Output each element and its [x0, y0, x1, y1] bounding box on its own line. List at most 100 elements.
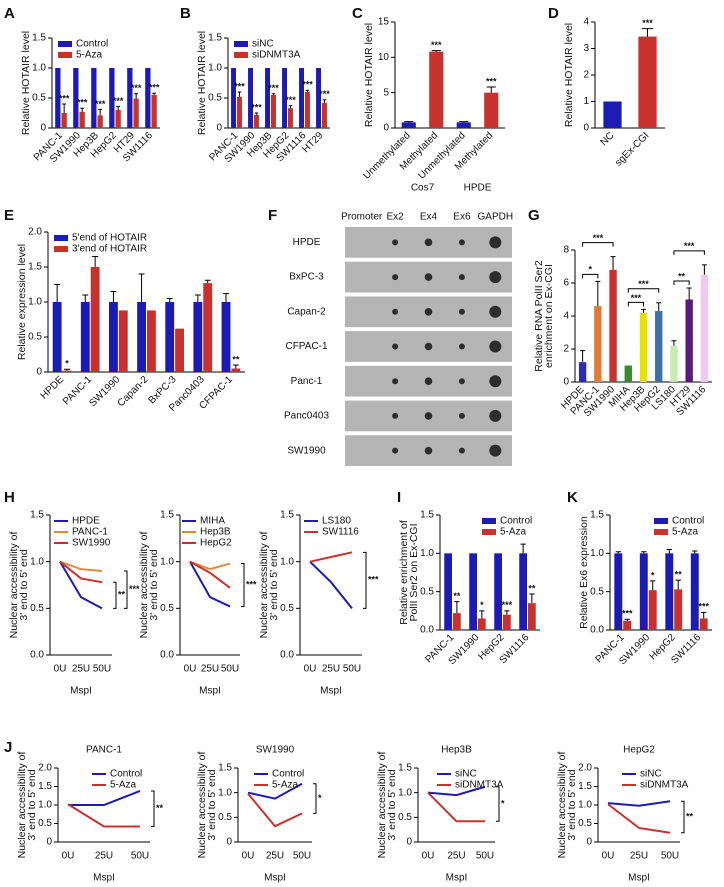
error-bar [82, 294, 89, 302]
y-tick-label: 0.5 [280, 603, 294, 614]
y-tick-label: 0.5 [218, 812, 232, 823]
y-tick-label: 0.0 [160, 650, 174, 661]
legend-label: Control [672, 516, 704, 527]
error-bar [580, 350, 586, 363]
y-axis-label: 3' end to 5' end [206, 769, 218, 840]
y-tick-label: 1.5 [30, 510, 44, 521]
y-tick-label: 2.0 [578, 763, 592, 774]
y-tick-label: 0.5 [420, 586, 434, 597]
y-tick-label: 1.5 [420, 510, 434, 521]
x-tick-label: 0U [422, 851, 435, 862]
bar [62, 370, 72, 372]
line-series [189, 561, 231, 608]
bar [322, 102, 327, 128]
y-tick-label: 2 [583, 70, 589, 81]
y-tick-label: 1.5 [28, 262, 42, 273]
bar [639, 312, 648, 382]
line-series [607, 800, 671, 807]
error-bar [641, 551, 647, 554]
bar [151, 95, 157, 128]
significance-bracket [124, 570, 128, 609]
x-tick-label: 50U [343, 664, 361, 675]
x-tick-label: 0U [242, 851, 255, 862]
y-tick-label: 4 [583, 17, 589, 28]
line-series [189, 560, 231, 571]
legend-label: SW1990 [72, 538, 111, 549]
x-tick-label: 50U [221, 664, 239, 675]
error-bar [254, 112, 259, 115]
blot-dot [489, 271, 502, 284]
blot-column-label: Ex2 [386, 212, 404, 223]
y-axis-label: Relative enrichment of [398, 520, 410, 625]
bar [265, 68, 270, 128]
bar [145, 68, 151, 128]
significance: *** [234, 81, 245, 91]
comparison-bracket [627, 288, 660, 293]
significance-bracket [496, 786, 500, 822]
x-tick-label: HT29 [300, 130, 325, 155]
legend-swatch [482, 518, 496, 524]
blot-row-label: BxPC-3 [289, 272, 324, 283]
blot-dot [424, 342, 433, 351]
error-bar [624, 618, 630, 621]
significance: *** [77, 98, 88, 108]
y-axis-label: Relative expression level [16, 244, 28, 360]
legend-label: 5-Aza [76, 50, 103, 61]
bar [288, 108, 293, 128]
y-tick-label: 0.5 [398, 812, 412, 823]
y-tick-label: 1.0 [38, 800, 52, 811]
comparison-label: *** [638, 279, 649, 289]
blot-column-label: Ex6 [453, 212, 471, 223]
blot-row-label: CFPAC-1 [285, 341, 327, 352]
bar [478, 618, 486, 630]
y-tick-label: 10 [378, 52, 390, 63]
y-tick-label: 0 [383, 123, 389, 134]
blot-column-label: Promoter [341, 212, 383, 223]
y-axis-label: Relative HOTAIR level [363, 23, 375, 127]
y-tick-label: 0.0 [590, 625, 604, 636]
legend-label: Control [110, 769, 142, 780]
bar [175, 328, 184, 372]
y-tick-label: 0.5 [38, 818, 52, 829]
panel-letter: K [567, 489, 578, 506]
significance-bracket [113, 581, 117, 609]
panel-letter: F [268, 207, 277, 224]
significance: *** [302, 80, 313, 90]
bar [55, 68, 61, 128]
error-bar [504, 610, 510, 615]
y-axis-label: Nuclear accessibility of [258, 532, 270, 639]
legend-label: Control [500, 516, 532, 527]
x-tick-label: 25U [322, 664, 340, 675]
bar [456, 122, 471, 128]
y-axis-label: Relative Ex6 expression [578, 516, 590, 629]
blot-dot [458, 308, 465, 315]
line-series [59, 560, 103, 584]
error-bar [92, 256, 99, 267]
legend-label: 3'end of HOTAIR [72, 244, 147, 255]
y-tick-label: 0 [40, 123, 46, 134]
bar [133, 98, 139, 128]
x-axis-label: MspI [199, 686, 221, 697]
significance: *** [368, 575, 379, 585]
legend-label: siNC [252, 39, 274, 50]
x-tick-label: Capan-2 [116, 374, 151, 409]
error-bar [110, 291, 117, 302]
x-tick-label: 0U [62, 851, 75, 862]
bar [237, 96, 242, 128]
y-axis-label: Relative HOTAIR level [563, 23, 575, 127]
blot-dot [392, 274, 399, 281]
significance: ** [453, 591, 461, 601]
y-tick-label: 0 [563, 377, 569, 388]
blot-dot [424, 412, 433, 420]
significance: *** [246, 579, 257, 589]
y-tick-label: 0.5 [590, 586, 604, 597]
x-axis-label: MspI [93, 873, 115, 884]
panel-letter: E [4, 207, 14, 224]
legend-label: LS180 [322, 516, 351, 527]
legend-label: HepG2 [200, 538, 232, 549]
x-tick-label: 25U [72, 664, 90, 675]
bar [282, 68, 287, 128]
y-tick-label: 1.5 [280, 510, 294, 521]
y-tick-label: 0 [586, 837, 592, 848]
